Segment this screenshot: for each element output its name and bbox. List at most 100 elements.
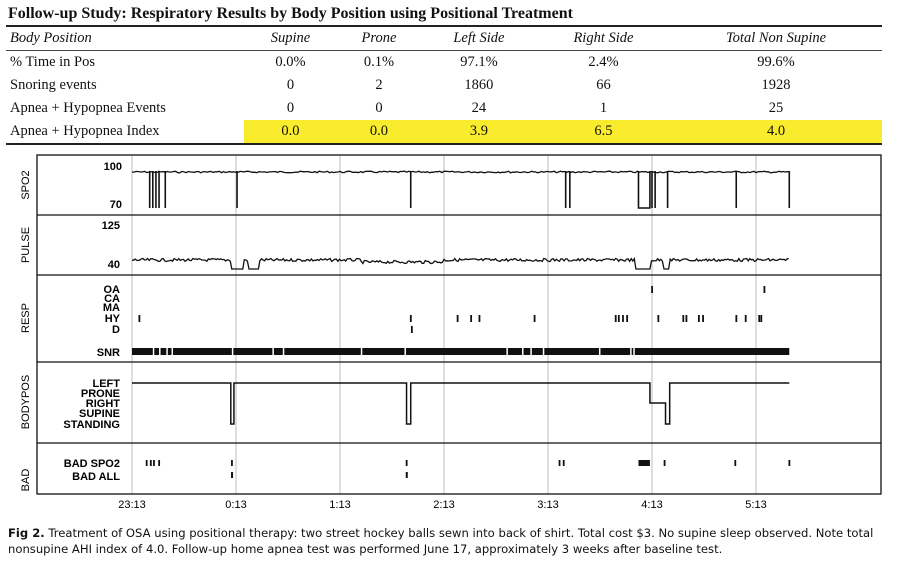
snr-gap — [542, 347, 545, 356]
header-cell: Prone — [336, 26, 421, 51]
cell: Apnea + Hypopnea Events — [10, 100, 166, 116]
snr-label: SNR — [97, 347, 120, 359]
resp-event-hy — [698, 315, 700, 322]
bad-spo2-mark — [558, 460, 561, 466]
table-row-ahi: Apnea + Hypopnea Index 0.0 0.0 3.9 6.5 4.0 — [6, 120, 882, 144]
cell: 24 — [471, 100, 487, 116]
cell: Snoring events — [10, 77, 97, 93]
resp-event-hy — [657, 315, 660, 322]
bad-spo2-mark — [663, 460, 666, 466]
time-tick-label: 1:13 — [329, 499, 350, 511]
snr-gap — [171, 347, 174, 356]
table-row: Apnea + Hypopnea Events 0 0 24 1 25 — [6, 97, 882, 120]
panel-label: RESP — [20, 303, 32, 333]
resp-event-oa — [763, 286, 766, 293]
header-cell: Supine — [244, 26, 337, 51]
spo2-tick: 100 — [104, 161, 122, 173]
resp-row-label: MA — [103, 302, 120, 314]
snr-gap — [231, 347, 234, 356]
snr-gap — [360, 347, 363, 356]
resp-event-hy — [478, 315, 481, 322]
cell: 0.1% — [363, 54, 395, 70]
resp-event-hy — [409, 315, 412, 322]
bodypos-level-label: STANDING — [63, 419, 120, 431]
bodypos-level-label: RIGHT — [86, 398, 121, 410]
header-cell: Left Side — [421, 26, 537, 51]
spo2-tick: 70 — [110, 199, 122, 211]
resp-event-hy — [622, 315, 624, 322]
snr-gap — [506, 347, 508, 356]
snr-gap — [630, 347, 632, 356]
bad-spo2-mark — [158, 460, 161, 466]
cell: 1 — [599, 100, 608, 116]
table-header: Body Position Supine Prone Left Side Right S… — [6, 26, 882, 51]
cell: 0 — [286, 100, 295, 116]
cell: 3.9 — [421, 120, 537, 144]
cell: 2.4% — [588, 54, 619, 70]
resp-event-d — [410, 326, 413, 333]
bad-spo2-mark — [153, 460, 155, 466]
resp-event-hy — [533, 315, 536, 322]
bad-spo2-mark — [734, 460, 737, 466]
bad-all-mark — [405, 472, 408, 478]
resp-row-label: D — [112, 324, 120, 336]
snr-gap — [633, 347, 635, 356]
spo2-line — [131, 170, 790, 174]
cell: 0.0 — [336, 120, 421, 144]
sleep-study-chart: 23:13 0:13 1:13 2:13 3:13 4:13 5:13 SPO2 PULSE RE… — [20, 154, 882, 511]
resp-event-hy — [685, 315, 688, 322]
cell: 4.0 — [670, 120, 882, 144]
pulse-tick: 40 — [108, 259, 120, 271]
resp-event-hy — [456, 315, 459, 322]
time-tick-label: 23:13 — [118, 499, 146, 511]
resp-event-hy — [626, 315, 629, 322]
resp-row-label: HY — [105, 313, 121, 325]
cell: % Time in Pos — [10, 54, 96, 70]
cell: 0 — [286, 77, 295, 93]
bad-spo2-block — [638, 460, 650, 466]
resp-event-hy — [758, 315, 761, 322]
chart-frame — [36, 154, 882, 495]
panel-label: BODYPOS — [20, 375, 32, 429]
resp-event-hy — [760, 315, 763, 322]
bad-spo2-label: BAD SPO2 — [64, 458, 120, 470]
resp-event-hy — [682, 315, 685, 322]
bad-spo2-mark — [149, 460, 152, 466]
table-row: Snoring events 0 2 1860 66 1928 — [6, 74, 882, 97]
caption-text: Treatment of OSA using positional therap… — [8, 526, 874, 556]
bad-all-mark — [231, 472, 234, 478]
spo2-low-block — [637, 171, 651, 209]
bodypos-line — [132, 382, 790, 425]
bad-all-label: BAD ALL — [72, 471, 120, 483]
panel-label: SPO2 — [20, 170, 32, 199]
bad-spo2-mark — [145, 460, 148, 466]
resp-row-label: OA — [104, 284, 121, 296]
resp-event-hy — [744, 315, 747, 322]
header-cell: Total Non Supine — [670, 26, 882, 51]
resp-event-hy — [138, 315, 141, 322]
bad-spo2-mark — [788, 460, 791, 466]
bad-spo2-mark — [562, 460, 565, 466]
resp-event-hy — [470, 315, 473, 322]
resp-event-hy — [702, 315, 704, 322]
snr-gap — [522, 347, 524, 356]
bad-spo2-mark — [231, 460, 233, 466]
header-cell: Body Position — [6, 26, 244, 51]
resp-event-oa — [651, 286, 653, 293]
resp-event-hy — [735, 315, 738, 322]
cell: 0.0 — [244, 120, 337, 144]
cell: 6.5 — [536, 120, 671, 144]
panel-label: BAD — [20, 469, 32, 492]
cell: 2 — [375, 77, 383, 93]
snr-gap — [272, 347, 274, 356]
panel-label: PULSE — [20, 227, 32, 263]
results-table: Body Position Supine Prone Left Side Right S… — [6, 25, 882, 145]
bodypos-level-label: SUPINE — [79, 408, 120, 420]
cell: 0.0% — [275, 54, 306, 70]
cell: 1928 — [761, 77, 791, 93]
header-cell: Right Side — [536, 26, 671, 51]
cell: 99.6% — [757, 54, 795, 70]
bodypos-level-label: LEFT — [93, 378, 121, 390]
resp-event-hy — [614, 315, 617, 322]
cell: 0 — [375, 100, 383, 116]
